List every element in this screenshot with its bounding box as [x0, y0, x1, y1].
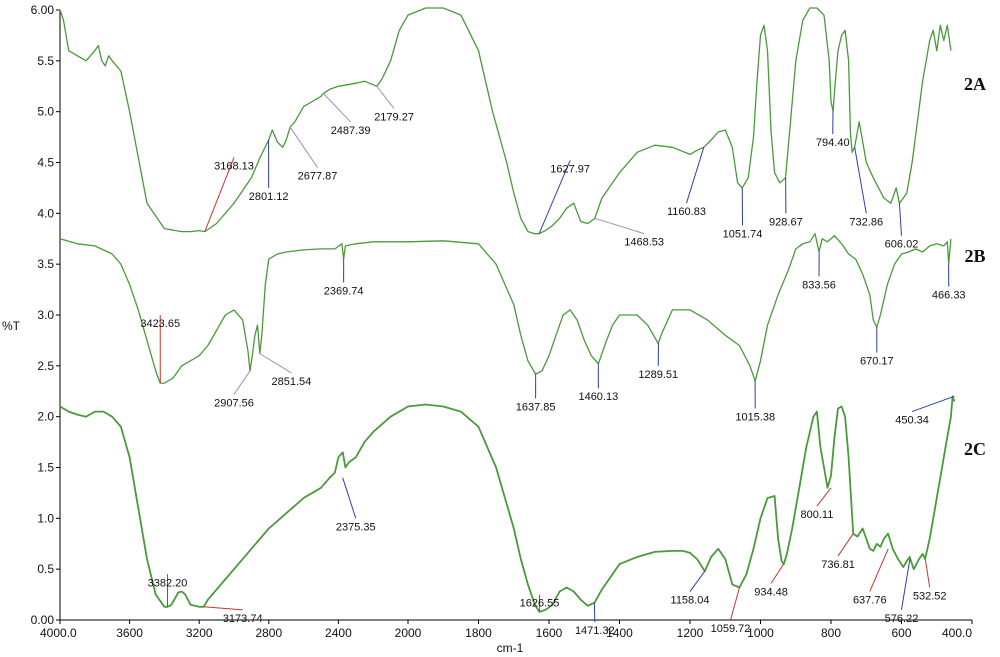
peak-label: 637.76: [853, 595, 887, 607]
spectrum-line-2A: [59, 7, 952, 235]
peak-label: 1160.83: [667, 206, 706, 218]
peak-label: 1460.13: [578, 391, 618, 403]
peak-label: 2907.56: [214, 397, 254, 409]
peak-marker: [289, 126, 318, 168]
peak-marker: [901, 558, 911, 610]
x-tick-label: 800: [821, 626, 841, 640]
y-tick-label: 6.00: [31, 3, 55, 17]
peak-label: 736.81: [821, 559, 855, 571]
peak-marker: [342, 477, 357, 519]
peak-marker: [911, 395, 955, 413]
peak-label: 670.17: [860, 356, 894, 368]
peak-marker: [816, 487, 832, 507]
peak-label: 2179.27: [374, 112, 414, 124]
spectra: 2A 2B 2C: [59, 7, 986, 613]
x-tick-label: 1800: [465, 626, 492, 640]
peak-label: 1015.38: [735, 412, 775, 424]
peak-marker: [233, 370, 251, 395]
peak-label: 3173.74: [223, 613, 263, 625]
x-tick-label: 400.0: [942, 626, 972, 640]
peak-label: 2677.87: [298, 171, 338, 183]
peak-label: 1471.32: [575, 625, 615, 637]
series-label-2A: 2A: [964, 74, 986, 94]
x-tick-label: 1000: [747, 626, 774, 640]
peak-label: 576.22: [885, 613, 919, 625]
peak-marker: [259, 353, 292, 374]
x-tick-label: 600: [891, 626, 911, 640]
x-axis-title: cm-1: [497, 641, 524, 655]
peak-label: 833.56: [802, 279, 836, 291]
peak-label: 1626.55: [520, 598, 560, 610]
peak-label: 2801.12: [249, 191, 289, 203]
x-tick-label: 2000: [395, 626, 422, 640]
peak-marker: [770, 563, 785, 584]
peak-label: 794.40: [816, 137, 850, 149]
peak-label: 3168.13: [214, 160, 254, 172]
peak-marker: [204, 157, 235, 232]
peak-label: 928.67: [769, 216, 803, 228]
x-tick-label: 1400: [606, 626, 633, 640]
x-tick-label: 1600: [536, 626, 563, 640]
x-tick-label: 2800: [255, 626, 282, 640]
y-tick-label: 5.5: [37, 54, 54, 68]
spectrum-line-2C: [59, 395, 956, 613]
peak-marker: [685, 147, 705, 204]
peak-label: 466.33: [932, 290, 966, 302]
peak-label: 2851.54: [272, 376, 312, 388]
y-tick-label: 1.0: [37, 511, 54, 525]
y-tick-label: 2.0: [37, 410, 54, 424]
peak-label: 1158.04: [671, 595, 710, 607]
peak-label: 532.52: [913, 590, 947, 602]
x-tick-label: 3600: [116, 626, 143, 640]
peak-marker: [376, 85, 395, 109]
y-tick-label: 2.5: [37, 359, 54, 373]
peak-label: 1637.85: [516, 401, 556, 413]
peak-label: 1627.97: [550, 163, 590, 175]
spectrum-line-2B: [59, 233, 952, 384]
peak-label: 606.02: [885, 239, 919, 251]
peak-label: 800.11: [800, 509, 833, 521]
peak-marker: [837, 533, 854, 557]
series-label-2C: 2C: [964, 439, 986, 459]
peak-marker: [595, 217, 645, 235]
y-tick-label: 3.0: [37, 308, 54, 322]
peak-label: 3382.20: [148, 577, 188, 589]
peak-marker: [854, 147, 867, 214]
y-tick-label: 4.0: [37, 206, 54, 220]
series-label-2B: 2B: [964, 246, 985, 266]
x-tick-label: 4000.0: [40, 626, 77, 640]
peak-marker: [898, 203, 902, 236]
peak-label: 2487.39: [331, 125, 371, 137]
peak-label: 1468.53: [624, 237, 664, 249]
peak-marker: [869, 548, 889, 592]
y-tick-label: 0.5: [37, 562, 54, 576]
peak-marker: [322, 93, 351, 123]
peak-label: 3423.65: [140, 318, 180, 330]
peak-marker: [924, 558, 931, 588]
y-tick-label: 3.5: [37, 257, 54, 271]
peak-label: 1051.74: [723, 229, 763, 241]
y-tick-label: 4.5: [37, 156, 54, 170]
axes: 0.00 0.5 1.0 1.5 2.0 2.5 3.0 3.5 4.0 4.5 5.0 5.5 6.0…: [31, 3, 973, 640]
peak-marker: [730, 587, 740, 621]
x-tick-label: 2400: [325, 626, 352, 640]
peak-marker: [538, 160, 571, 234]
peak-marker: [203, 606, 243, 611]
peak-label: 732.86: [849, 216, 883, 228]
peak-label: 934.48: [754, 586, 788, 598]
peak-label: 1289.51: [638, 369, 678, 381]
y-tick-label: 5.0: [37, 105, 54, 119]
y-tick-label: 1.5: [37, 461, 54, 475]
y-axis-title: %T: [2, 319, 21, 333]
peak-marker: [689, 570, 706, 592]
x-tick-label: 1200: [677, 626, 704, 640]
peak-label: 1059.72: [711, 623, 751, 635]
peak-label: 2369.74: [324, 285, 364, 297]
peak-label: 450.34: [895, 415, 929, 427]
y-tick-label: 0.00: [31, 613, 55, 627]
peak-label: 2375.35: [336, 521, 376, 533]
x-tick-label: 3200: [186, 626, 213, 640]
